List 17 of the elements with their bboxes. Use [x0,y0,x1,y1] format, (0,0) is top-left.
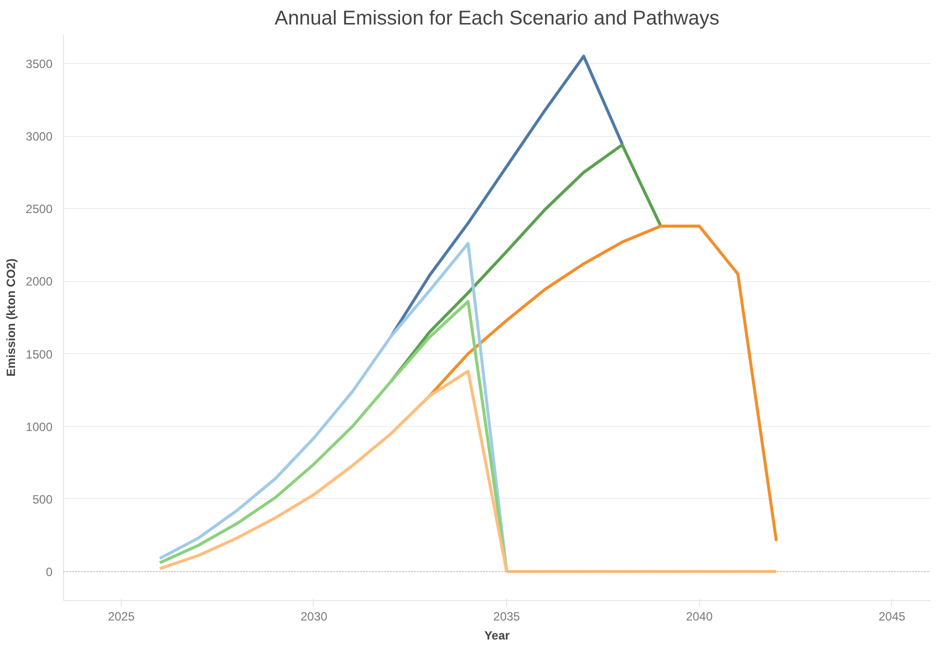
y-tick-label: 1500 [26,347,53,362]
x-axis-title: Year [484,628,510,642]
line-series [428,224,778,542]
y-tick-label: 2500 [26,202,53,216]
x-tick-label: 2045 [878,610,906,624]
y-tick-label: 500 [32,492,53,506]
y-tick-label: 0 [46,564,53,579]
x-tick-label: 2035 [493,610,520,624]
y-tick-label: 2000 [26,274,53,289]
x-tick-label: 2040 [686,610,713,624]
x-tick-label: 2025 [108,610,135,624]
y-tick-label: 3000 [26,130,53,144]
y-axis-title: Emission (kton CO2) [4,258,18,377]
y-tick-label: 1000 [26,420,53,434]
y-tick-label: 3500 [26,57,53,72]
chart-title: Annual Emission for Each Scenario and Pathways [274,8,720,30]
x-tick-label: 2030 [300,610,328,624]
